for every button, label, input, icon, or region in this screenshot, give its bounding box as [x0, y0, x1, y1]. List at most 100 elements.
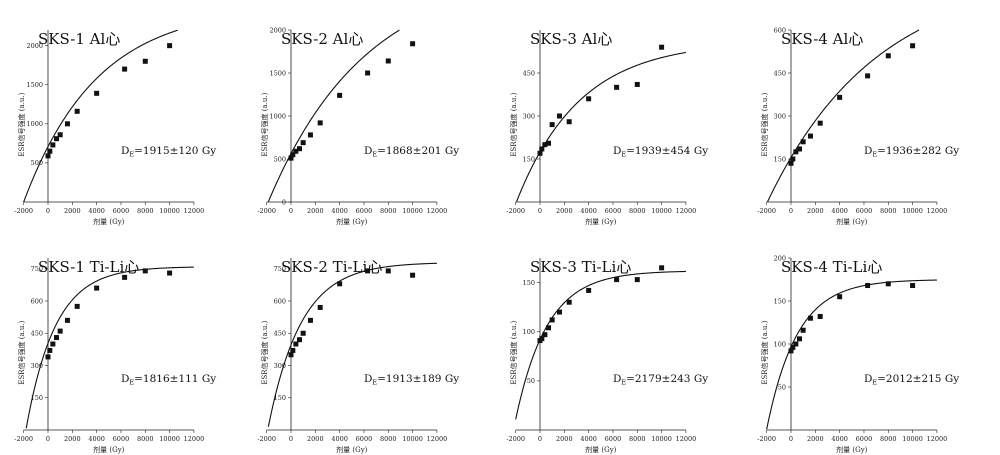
x-tick-label: 0: [46, 207, 50, 215]
panel-title: SKS-4 Ti-Li心: [781, 258, 882, 276]
y-tick-label: 2000: [26, 42, 43, 50]
y-tick-label: 300: [274, 362, 286, 370]
y-tick-label: 1500: [26, 81, 43, 89]
y-tick-label: 100: [774, 340, 786, 348]
panel-title: SKS-2 Al心: [281, 30, 363, 48]
x-tick-label: 10000: [402, 207, 423, 215]
equivalent-dose-label: DE=1816±111 Gy: [121, 373, 216, 387]
data-point: [307, 132, 313, 138]
data-point: [365, 70, 371, 76]
y-tick-label: 300: [774, 112, 786, 120]
data-point: [54, 335, 60, 341]
equivalent-dose-label: DE=1913±189 Gy: [364, 373, 459, 387]
x-tick-label: 8000: [880, 207, 897, 215]
y-tick-label: 500: [274, 155, 286, 163]
data-point: [793, 149, 799, 155]
equivalent-dose-label: DE=1915±120 Gy: [121, 145, 216, 159]
y-tick-label: 600: [774, 26, 786, 34]
fit-curve: [267, 29, 400, 202]
x-tick-label: -2000: [14, 207, 33, 215]
x-tick-label: 0: [289, 207, 293, 215]
y-tick-label: 0: [282, 198, 286, 206]
y-tick-label: 50: [778, 383, 786, 391]
y-tick-label: 150: [523, 155, 535, 163]
x-tick-label: 10000: [159, 435, 180, 443]
y-tick-label: 600: [31, 297, 43, 305]
x-tick-label: 6000: [605, 435, 622, 443]
data-point: [410, 272, 416, 278]
data-point: [167, 270, 173, 276]
de-subscript: E: [621, 378, 626, 386]
y-axis-label: ESR信号强度 (a.u.): [17, 92, 26, 156]
data-point: [288, 352, 294, 358]
de-symbol: D: [864, 373, 872, 385]
x-tick-label: 0: [538, 207, 542, 215]
x-tick-label: 12000: [676, 435, 697, 443]
fit-curve: [516, 51, 687, 202]
x-tick-label: 2000: [807, 435, 824, 443]
fit-curve: [267, 262, 437, 427]
x-tick-label: 4000: [580, 435, 597, 443]
de-symbol: D: [364, 145, 372, 157]
x-tick-label: 4000: [580, 207, 597, 215]
data-point: [122, 274, 128, 280]
data-point: [290, 152, 296, 158]
x-tick-label: -2000: [14, 435, 33, 443]
data-point: [365, 268, 371, 274]
de-value: =2179±243 Gy: [626, 373, 708, 385]
data-point: [307, 317, 313, 323]
de-symbol: D: [364, 373, 372, 385]
fit-curve: [25, 266, 194, 429]
x-tick-label: 2000: [556, 207, 573, 215]
x-axis-label: 剂量 (Gy): [336, 445, 368, 454]
data-point: [790, 156, 796, 162]
x-tick-label: 6000: [356, 207, 373, 215]
y-tick-label: 450: [774, 69, 786, 77]
data-point: [297, 337, 303, 343]
x-tick-label: 6000: [605, 207, 622, 215]
data-point: [142, 268, 148, 274]
data-point: [57, 132, 63, 138]
de-value: =1868±201 Gy: [377, 145, 459, 157]
data-point: [910, 283, 916, 289]
data-point: [94, 285, 100, 291]
data-point: [45, 153, 51, 159]
data-point: [790, 344, 796, 350]
x-tick-label: 4000: [88, 435, 105, 443]
data-point: [817, 313, 823, 319]
data-point: [293, 341, 299, 347]
x-tick-label: 6000: [856, 435, 873, 443]
data-point: [74, 303, 80, 309]
de-symbol: D: [613, 145, 621, 157]
de-subscript: E: [872, 378, 877, 386]
y-tick-label: 750: [274, 265, 286, 273]
panel-title: SKS-4 Al心: [781, 30, 863, 48]
x-tick-label: 0: [789, 207, 793, 215]
data-point: [539, 146, 545, 152]
x-tick-label: 2000: [64, 207, 81, 215]
data-point: [337, 281, 343, 287]
x-tick-label: 8000: [380, 207, 397, 215]
x-tick-label: -2000: [506, 207, 525, 215]
de-value: =2012±215 Gy: [877, 373, 959, 385]
x-tick-label: -2000: [757, 207, 776, 215]
de-value: =1913±189 Gy: [377, 373, 459, 385]
data-point: [539, 336, 545, 342]
data-point: [167, 43, 173, 49]
data-point: [290, 347, 296, 353]
data-point: [837, 94, 843, 100]
data-point: [659, 44, 665, 50]
data-point: [546, 325, 552, 331]
data-point: [47, 148, 53, 154]
data-point: [614, 84, 620, 90]
data-point: [865, 283, 871, 289]
de-value: =1939±454 Gy: [626, 145, 708, 157]
x-axis-label: 剂量 (Gy): [93, 445, 125, 454]
y-tick-label: 150: [774, 155, 786, 163]
panel-title: SKS-3 Ti-Li心: [530, 258, 631, 276]
de-symbol: D: [613, 373, 621, 385]
y-tick-label: 450: [31, 330, 43, 338]
panel-title: SKS-1 Ti-Li心: [38, 258, 139, 276]
equivalent-dose-label: DE=2012±215 Gy: [864, 373, 959, 387]
data-point: [885, 53, 891, 59]
